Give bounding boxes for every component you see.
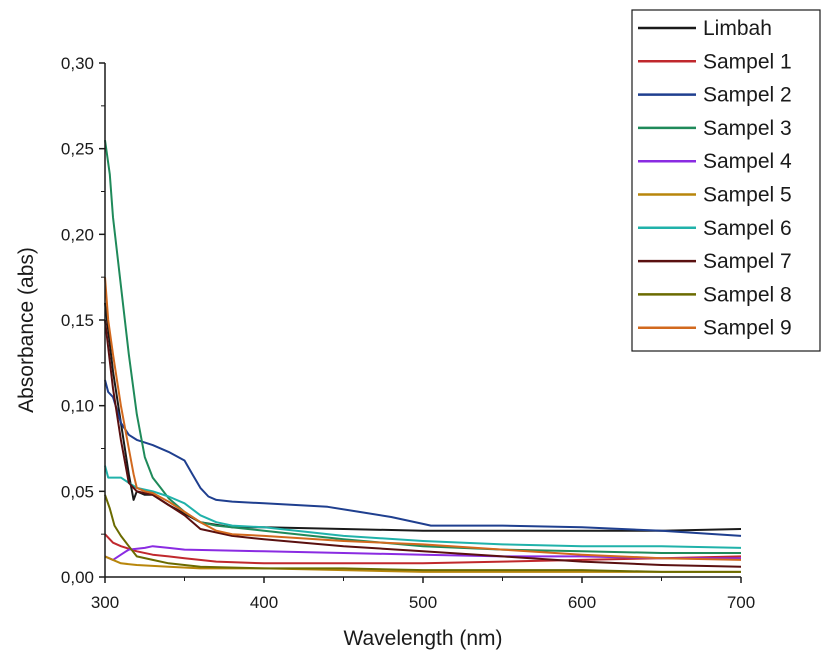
legend-label: Sampel 9: [703, 317, 792, 340]
y-tick-label: 0,15: [61, 311, 94, 330]
series-line-sampel-8: [104, 494, 741, 573]
series-line-sampel-4: [104, 545, 741, 561]
x-tick-label: 400: [250, 593, 278, 612]
y-tick-label: 0,05: [61, 482, 94, 501]
x-tick-label: 600: [568, 593, 596, 612]
series-line-sampel-7: [104, 319, 742, 568]
legend-label: Sampel 6: [703, 217, 792, 240]
legend-label: Sampel 7: [703, 250, 792, 273]
x-tick-label: 700: [727, 593, 755, 612]
x-tick-label: 500: [409, 593, 437, 612]
series-line-limbah: [104, 302, 742, 532]
y-tick-label: 0,30: [61, 54, 94, 73]
legend-label: Sampel 2: [703, 84, 792, 107]
legend-label: Sampel 8: [703, 283, 792, 306]
legend: Limbah Sampel 1 Sampel 2 Sampel 3 Sampel 4 Sa…: [631, 9, 821, 352]
y-tick-label: 0,00: [61, 568, 94, 587]
legend-label: Sampel 5: [703, 184, 792, 207]
series-line-sampel-1: [104, 533, 742, 565]
y-tick-label: 0,10: [61, 397, 94, 416]
y-tick-label: 0,25: [61, 140, 94, 159]
axes: 300 400 500 600 700 0,00 0,05 0,10 0,15 0,20 0,25 0…: [15, 54, 755, 650]
x-axis-title: Wavelength (nm): [343, 627, 502, 650]
series-line-sampel-9: [104, 277, 742, 561]
legend-label: Limbah: [703, 17, 772, 40]
legend-label: Sampel 1: [703, 50, 792, 73]
series-line-sampel-2: [104, 379, 742, 537]
y-tick-label: 0,20: [61, 225, 94, 244]
plot-area: [104, 139, 742, 573]
series-line-sampel-6: [104, 465, 742, 549]
x-tick-label: 300: [91, 593, 119, 612]
y-axis-title: Absorbance (abs): [15, 247, 38, 413]
legend-label: Sampel 4: [703, 150, 792, 173]
legend-label: Sampel 3: [703, 117, 792, 140]
